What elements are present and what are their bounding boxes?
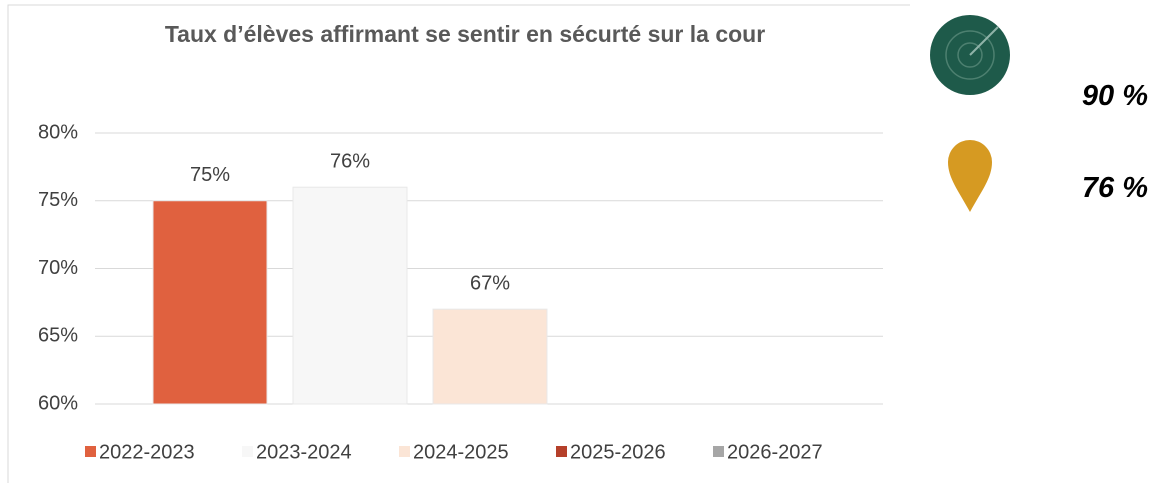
- legend-label: 2025-2026: [570, 441, 666, 463]
- y-tick-label: 75%: [38, 189, 78, 211]
- legend-label: 2023-2024: [256, 441, 352, 463]
- legend-label: 2022-2023: [99, 441, 195, 463]
- current-value: 76 %: [1081, 172, 1148, 204]
- legend-swatch: [713, 446, 724, 457]
- chart-frame: [7, 4, 910, 483]
- bar: [152, 200, 268, 405]
- y-tick-label: 70%: [38, 257, 78, 279]
- legend-swatch: [556, 446, 567, 457]
- legend-label: 2024-2025: [413, 441, 509, 463]
- target-icon: [930, 15, 1010, 95]
- bar: [292, 186, 408, 405]
- y-tick-label: 60%: [38, 392, 78, 414]
- data-label: 76%: [330, 150, 370, 172]
- legend-swatch: [399, 446, 410, 457]
- bar: [432, 308, 548, 405]
- legend-swatch: [85, 446, 96, 457]
- legend-swatch: [242, 446, 253, 457]
- chart-title: Taux d’élèves affirmant se sentir en séc…: [164, 21, 766, 47]
- y-tick-label: 65%: [38, 325, 78, 347]
- target-value: 90 %: [1081, 80, 1148, 112]
- data-label: 75%: [190, 164, 230, 186]
- y-tick-label: 80%: [38, 121, 78, 143]
- data-label: 67%: [470, 272, 510, 294]
- legend-label: 2026-2027: [727, 441, 823, 463]
- pin-icon: [948, 140, 992, 212]
